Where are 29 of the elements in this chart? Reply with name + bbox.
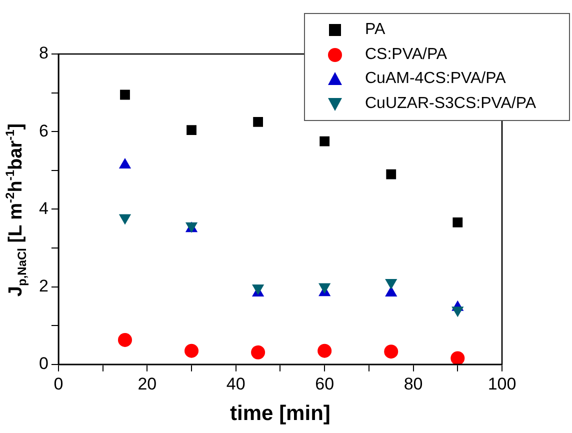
x-tick-label: 80 bbox=[404, 374, 423, 394]
y-tick-label: 4 bbox=[38, 198, 48, 218]
point bbox=[118, 332, 132, 347]
x-tick-label: 60 bbox=[315, 374, 334, 394]
x-tick-label: 0 bbox=[54, 374, 64, 394]
point bbox=[318, 344, 332, 358]
point bbox=[450, 351, 465, 364]
y-tick-label: 8 bbox=[38, 44, 48, 63]
point bbox=[386, 169, 396, 180]
legend-label: CS:PVA/PA bbox=[365, 46, 448, 64]
y-tick-label: 6 bbox=[38, 121, 48, 140]
legend-label: PA bbox=[365, 21, 386, 40]
point bbox=[186, 125, 196, 135]
x-axis-title: time [min] bbox=[230, 402, 330, 426]
y-tick-label: 2 bbox=[38, 276, 48, 296]
point bbox=[184, 344, 199, 358]
point bbox=[452, 217, 463, 228]
legend-label: CuAM-4CS:PVA/PA bbox=[365, 70, 506, 88]
point bbox=[384, 344, 398, 359]
point bbox=[385, 286, 398, 297]
x-tick-label: 40 bbox=[226, 374, 246, 394]
legend-label: CuUZAR-S3CS:PVA/PA bbox=[365, 94, 536, 113]
point bbox=[251, 345, 266, 360]
x-tick-label: 100 bbox=[488, 374, 516, 394]
x-tick-label: 20 bbox=[138, 374, 157, 394]
point bbox=[120, 90, 130, 100]
point bbox=[320, 136, 330, 146]
point bbox=[253, 116, 263, 127]
y-tick-label: 0 bbox=[38, 354, 48, 374]
